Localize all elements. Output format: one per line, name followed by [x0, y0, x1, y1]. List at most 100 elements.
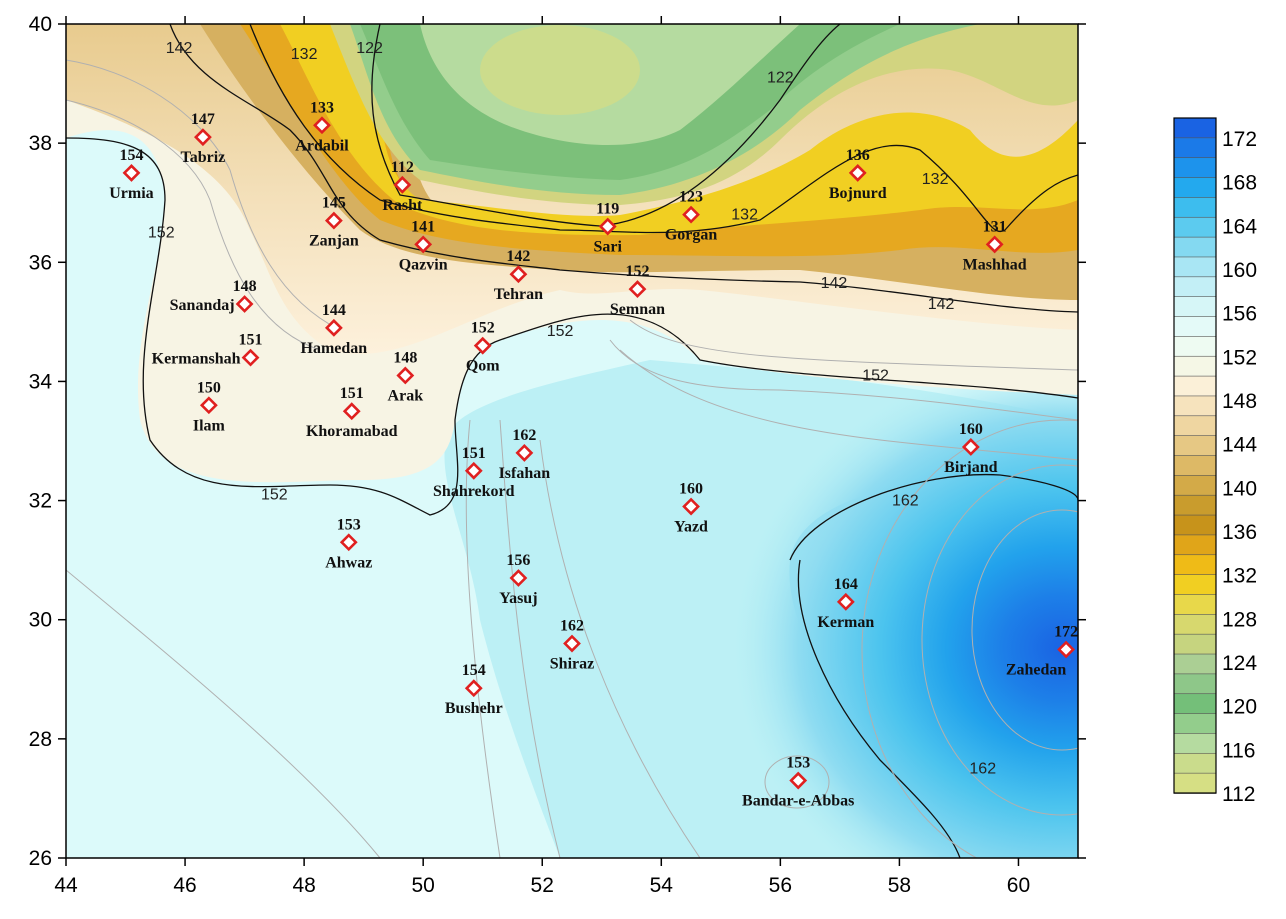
city-name: Birjand — [944, 459, 997, 476]
city-value: 154 — [462, 662, 486, 679]
contour-label: 162 — [892, 493, 919, 510]
diamond-marker-icon — [324, 318, 343, 337]
city-sari[interactable]: 119 Sari — [593, 201, 622, 256]
diamond-marker-icon — [464, 461, 483, 480]
x-tick-label: 50 — [411, 874, 434, 897]
city-value: 154 — [119, 147, 143, 164]
city-value: 131 — [983, 218, 1007, 235]
city-name: Shahrekord — [433, 483, 515, 500]
city-name: Yasuj — [499, 590, 537, 607]
colorbar-band — [1173, 653, 1217, 675]
city-shiraz[interactable]: 162 Shiraz — [550, 618, 594, 673]
x-tick-label: 54 — [650, 874, 674, 897]
city-rasht[interactable]: 112 Rasht — [382, 159, 423, 214]
colorbar-band — [1173, 336, 1217, 358]
colorbar-band — [1173, 216, 1217, 238]
y-tick-label: 38 — [29, 132, 52, 155]
city-value: 172 — [1054, 624, 1078, 641]
contour-label-text: 152 — [261, 487, 288, 504]
city-value: 150 — [197, 379, 221, 396]
contour-label: 132 — [291, 46, 318, 63]
city-sanandaj[interactable]: 148 Sanandaj — [170, 278, 257, 314]
colorbar-band — [1173, 673, 1217, 695]
contour-label: 142 — [928, 296, 955, 313]
city-bojnurd[interactable]: 136 Bojnurd — [829, 147, 887, 202]
city-birjand[interactable]: 160 Birjand — [944, 421, 997, 476]
city-name: Sanandaj — [170, 297, 235, 314]
colorbar-band — [1173, 276, 1217, 298]
city-name: Gorgan — [665, 227, 718, 244]
city-zanjan[interactable]: 145 Zanjan — [309, 195, 359, 250]
city-value: 162 — [560, 618, 584, 635]
contour-label: 162 — [969, 761, 996, 778]
contour-label-text: 142 — [928, 296, 955, 313]
city-qazvin[interactable]: 141 Qazvin — [399, 218, 448, 273]
city-gorgan[interactable]: 123 Gorgan — [665, 189, 718, 244]
filled-contour-map — [66, 24, 1078, 858]
city-kermanshah[interactable]: 151 Kermanshah — [152, 332, 263, 368]
colorbar-label: 144 — [1222, 434, 1257, 457]
city-ahwaz[interactable]: 153 Ahwaz — [325, 516, 372, 571]
city-tehran[interactable]: 142 Tehran — [494, 248, 543, 303]
city-name: Zanjan — [309, 233, 359, 250]
contour-label: 152 — [148, 225, 175, 242]
colorbar-band — [1173, 633, 1217, 655]
colorbar-band — [1173, 772, 1217, 794]
city-name: Urmia — [109, 185, 153, 202]
city-bushehr[interactable]: 154 Bushehr — [445, 662, 503, 717]
city-value: 133 — [310, 99, 334, 116]
city-zahedan[interactable]: 172 Zahedan — [1006, 624, 1078, 679]
city-value: 156 — [506, 552, 530, 569]
city-name: Tehran — [494, 286, 543, 303]
contour-lines-minor — [66, 59, 1078, 858]
city-ardabil[interactable]: 133 Ardabil — [295, 99, 349, 154]
city-tabriz[interactable]: 147 Tabriz — [181, 111, 226, 166]
colorbar: 172 168 164 160 156 152 148 144 140 136 132 128 124 1… — [1173, 117, 1257, 806]
diamond-marker-icon — [324, 211, 343, 230]
contour-label: 132 — [922, 171, 949, 188]
diamond-marker-icon — [563, 634, 581, 653]
city-isfahan[interactable]: 162 Isfahan — [499, 427, 551, 482]
city-arak[interactable]: 148 Arak — [388, 349, 424, 404]
city-value: 123 — [679, 189, 703, 206]
diamond-marker-icon — [241, 348, 260, 367]
city-markers: 154 Urmia 147 Tabriz 133 Ardabil 112 Rasht 145 Za… — [109, 99, 1078, 809]
y-tick-label: 30 — [29, 609, 52, 632]
colorbar-band — [1173, 574, 1217, 596]
colorbar-label: 148 — [1222, 390, 1257, 413]
contour-label-text: 142 — [166, 40, 193, 57]
city-name: Arak — [388, 387, 424, 404]
y-tick-label: 28 — [29, 728, 52, 751]
contour-label-text: 132 — [731, 207, 758, 224]
city-name: Mashhad — [963, 256, 1027, 273]
colorbar-label: 172 — [1222, 128, 1257, 151]
city-kerman[interactable]: 164 Kerman — [817, 576, 874, 631]
city-yazd[interactable]: 160 Yazd — [674, 481, 708, 536]
city-ilam[interactable]: 150 Ilam — [193, 379, 226, 434]
colorbar-label: 168 — [1222, 172, 1257, 195]
city-semnan[interactable]: 152 Semnan — [610, 263, 665, 318]
colorbar-label: 116 — [1222, 739, 1255, 762]
city-hamedan[interactable]: 144 Hamedan — [301, 302, 368, 357]
city-name: Shiraz — [550, 656, 594, 673]
city-shahrekord[interactable]: 151 Shahrekord — [433, 445, 515, 500]
city-urmia[interactable]: 154 Urmia — [109, 147, 153, 202]
colorbar-band — [1173, 713, 1217, 735]
city-yasuj[interactable]: 156 Yasuj — [499, 552, 537, 607]
contour-label-text: 142 — [821, 275, 848, 292]
city-khoramabad[interactable]: 151 Khoramabad — [306, 385, 398, 440]
city-value: 151 — [340, 385, 364, 402]
city-value: 112 — [391, 159, 414, 176]
city-value: 164 — [834, 576, 858, 593]
diamond-marker-icon — [682, 205, 700, 224]
colorbar-band — [1173, 455, 1217, 477]
diamond-marker-icon — [515, 444, 534, 462]
city-name: Ilam — [193, 417, 226, 434]
contour-label: 132 — [731, 207, 758, 224]
diamond-marker-icon — [1057, 640, 1076, 659]
city-value: 147 — [191, 111, 215, 128]
city-mashhad[interactable]: 131 Mashhad — [963, 218, 1027, 273]
city-qom[interactable]: 152 Qom — [466, 320, 500, 375]
city-bandar-e-abbas[interactable]: 153 Bandar-e-Abbas — [742, 755, 854, 810]
contour-label: 142 — [821, 275, 848, 292]
